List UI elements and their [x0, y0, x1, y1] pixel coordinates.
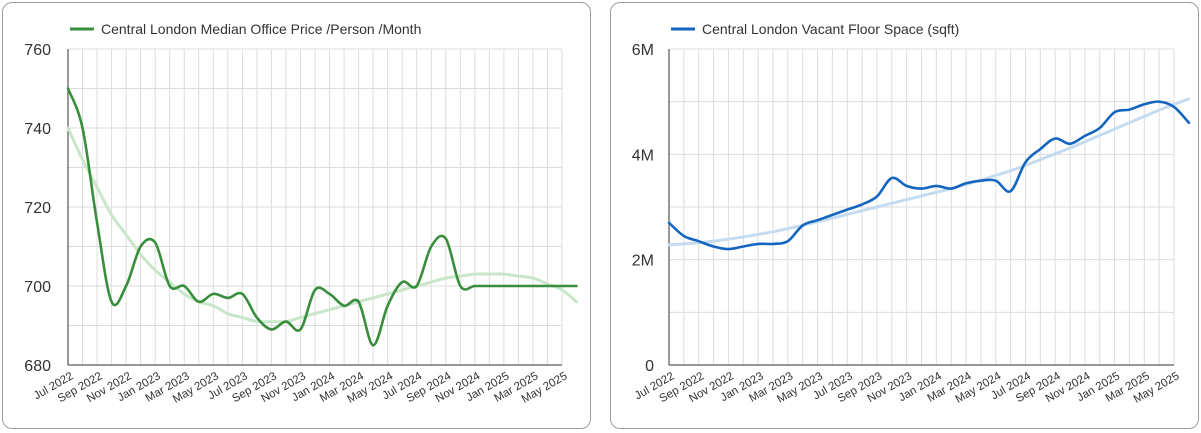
series-line — [66, 87, 578, 347]
y-tick-label: 680 — [24, 358, 51, 375]
y-tick-label: 700 — [24, 279, 51, 296]
y-tick-label: 760 — [24, 42, 51, 59]
y-tick-label: 2M — [632, 253, 654, 270]
y-tick-label: 720 — [24, 200, 51, 217]
y-tick-label: 0 — [645, 358, 654, 375]
trend-line — [667, 97, 1191, 247]
price-chart-panel: 680 700 720 740 760 Jul 2022 Sep 2022 Nov 2022 J… — [2, 2, 591, 429]
legend-label: Central London Median Office Price /Pers… — [101, 21, 421, 37]
vacancy-chart-panel: 0 2M 4M 6M Jul 2022 Sep 2022 Nov 2022 Jan 2023 M… — [610, 2, 1199, 429]
y-tick-label: 4M — [632, 147, 654, 164]
trend-line — [66, 126, 578, 324]
series-line — [667, 100, 1191, 251]
y-tick-label: 6M — [632, 42, 654, 59]
y-tick-label: 740 — [24, 121, 51, 138]
legend-label: Central London Vacant Floor Space (sqft) — [702, 21, 959, 37]
